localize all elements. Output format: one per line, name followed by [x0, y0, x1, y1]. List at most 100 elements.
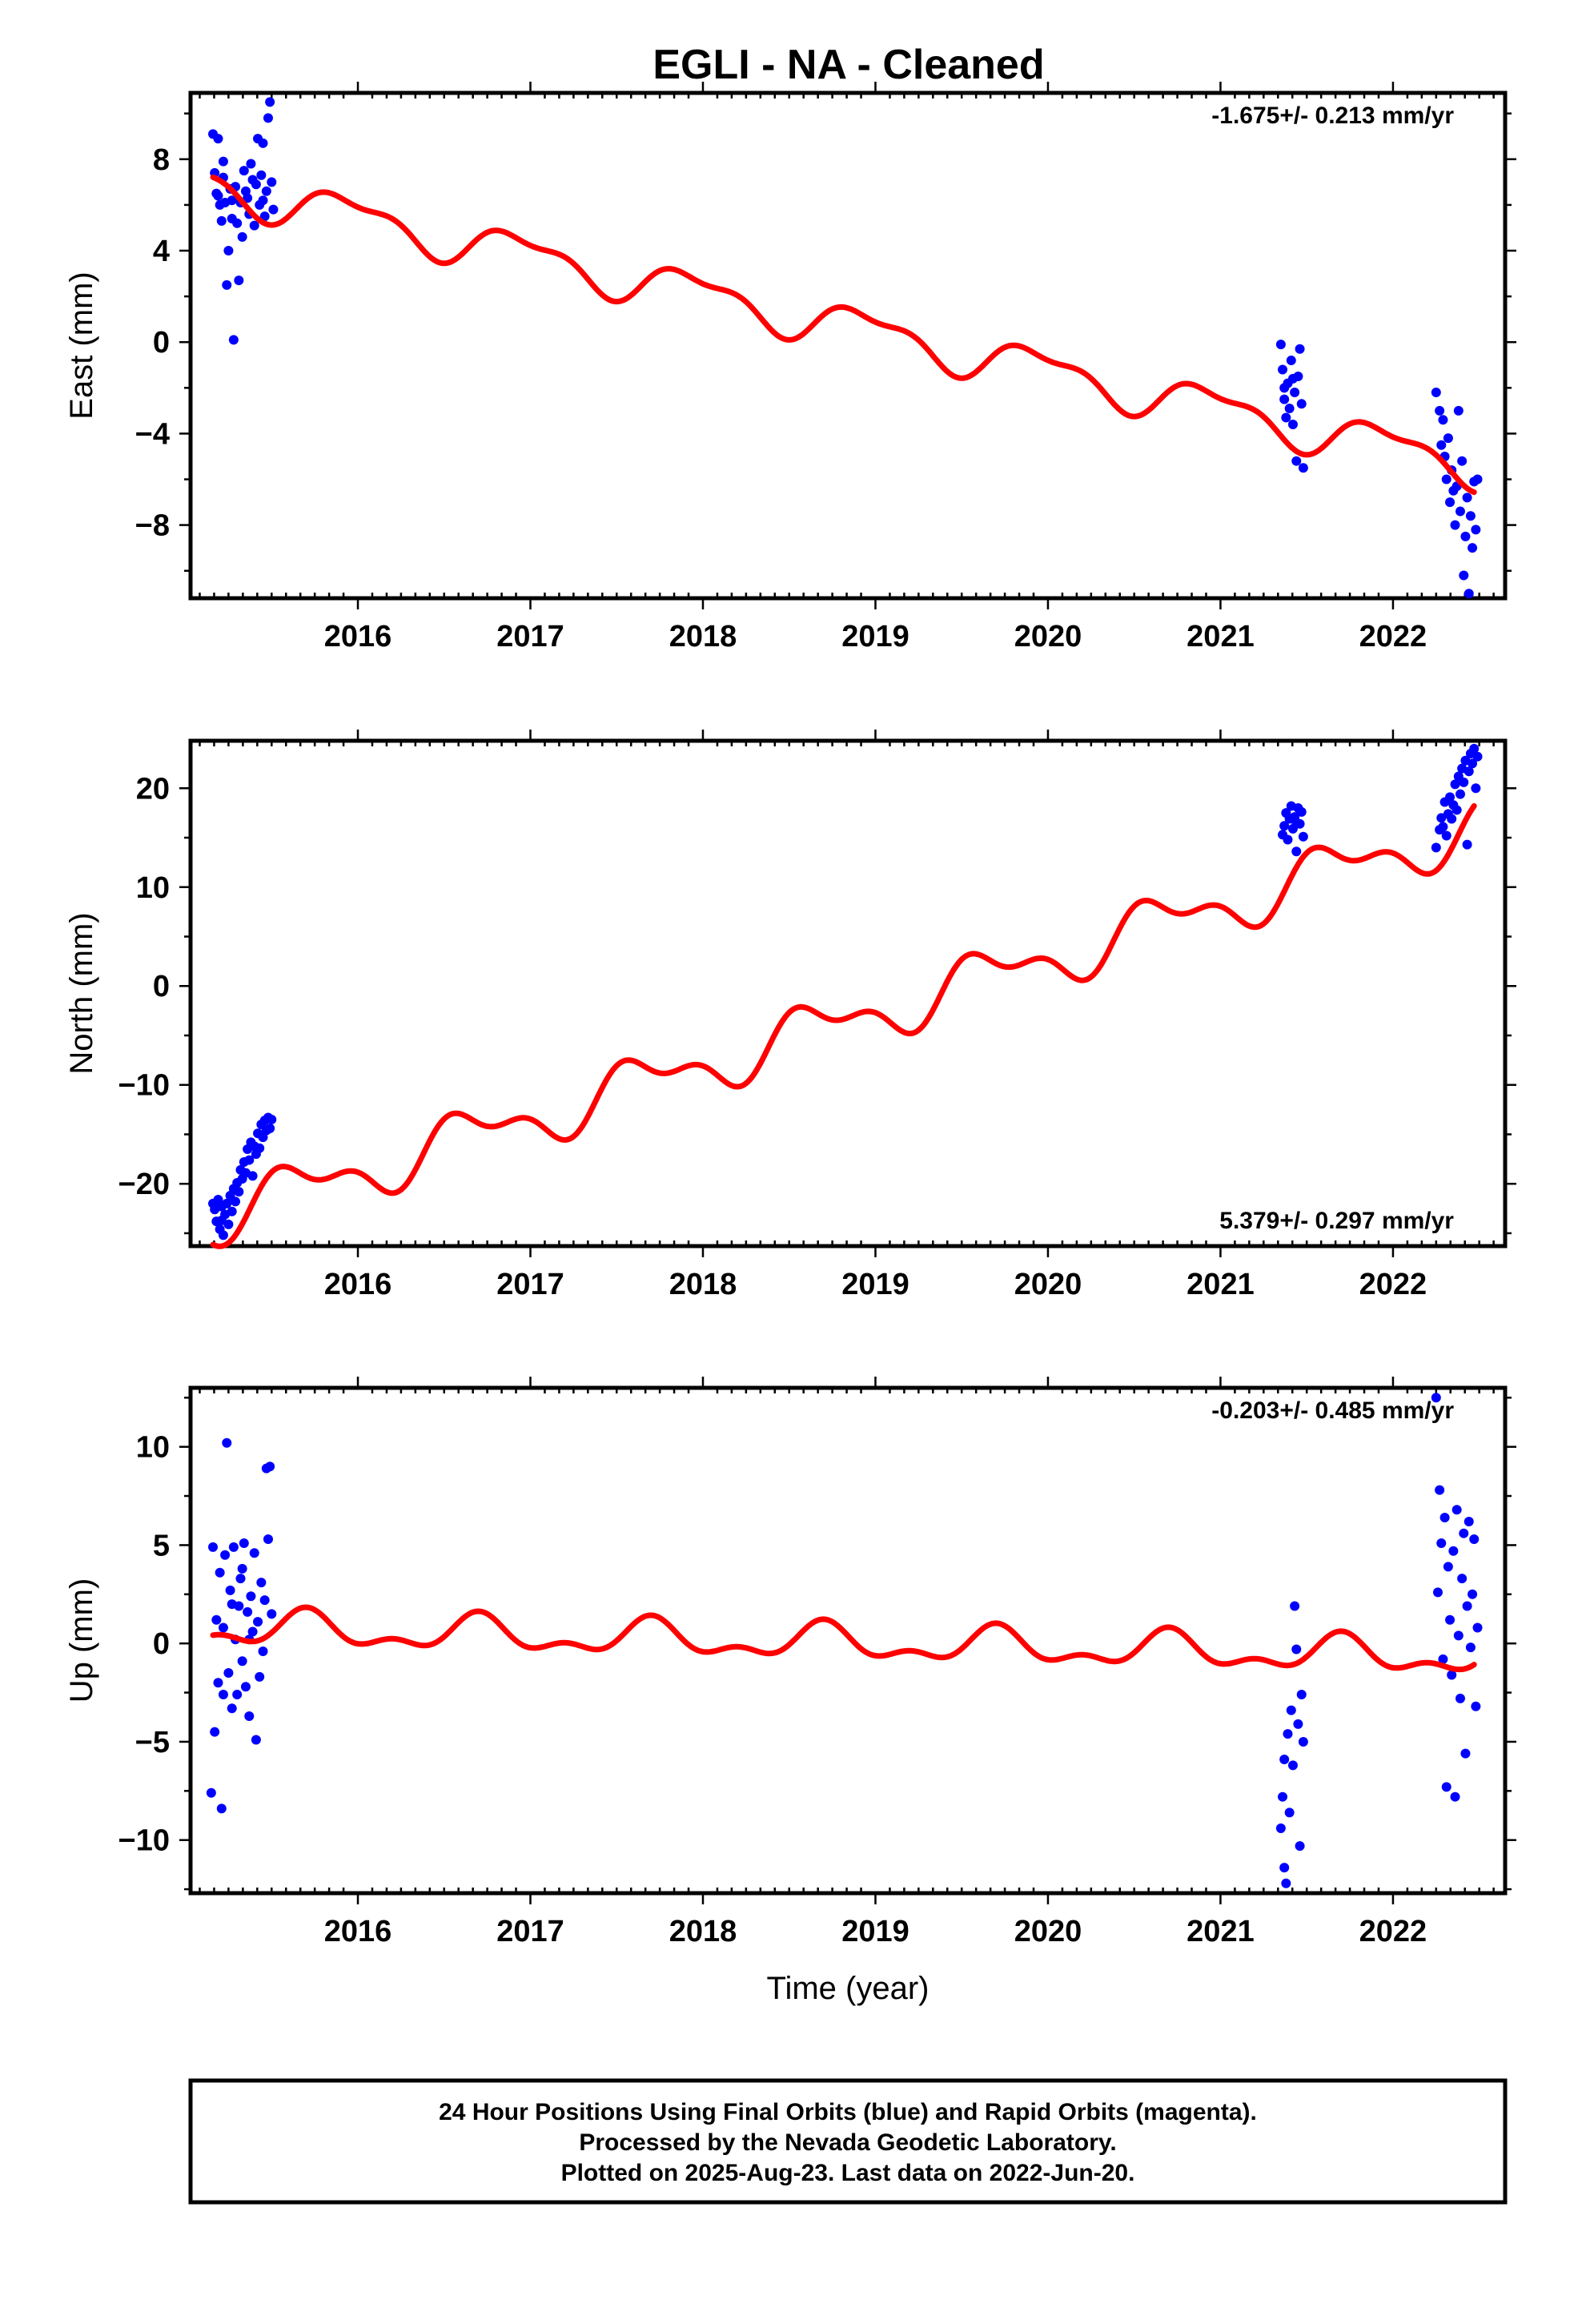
- north-x-tick-label: 2018: [669, 1268, 737, 1301]
- up-data-point: [237, 1656, 247, 1667]
- east-data-point: [1438, 415, 1448, 425]
- up-data-point: [1435, 1485, 1445, 1495]
- up-y-tick-label: 10: [136, 1431, 170, 1465]
- north-data-point: [227, 1206, 237, 1216]
- east-data-point: [223, 246, 234, 256]
- east-y-tick-label: −8: [135, 509, 170, 543]
- east-data-point: [216, 215, 227, 226]
- east-data-point: [1472, 474, 1483, 485]
- east-data-point: [1460, 531, 1471, 541]
- up-rate-label: -0.203+/- 0.485 mm/yr: [1211, 1397, 1454, 1424]
- east-data-point: [1284, 404, 1295, 414]
- up-data-point: [243, 1606, 253, 1617]
- east-data-point: [1296, 399, 1307, 409]
- east-data-point: [228, 335, 239, 345]
- north-x-tick-label: 2017: [496, 1268, 564, 1301]
- up-data-point: [263, 1534, 273, 1545]
- up-data-point: [265, 1462, 275, 1472]
- north-data-point: [1438, 822, 1448, 832]
- figure-title: EGLI - NA - Cleaned: [652, 42, 1044, 88]
- up-data-point: [249, 1548, 259, 1558]
- up-data-point: [251, 1735, 261, 1745]
- up-data-point: [225, 1585, 235, 1595]
- up-data-point: [1439, 1513, 1450, 1523]
- up-data-point: [1443, 1562, 1453, 1572]
- east-panel: 2016 2017 2018 2019 2020 2021 2022 8 4 0 −4 −8 East …: [64, 82, 1516, 653]
- up-data-point: [253, 1617, 263, 1627]
- up-data-point: [227, 1599, 237, 1610]
- north-data-point: [1452, 805, 1462, 815]
- east-data-point: [1275, 340, 1286, 350]
- east-data-point: [1465, 511, 1476, 521]
- east-data-point: [1453, 405, 1464, 416]
- up-data-point: [1455, 1693, 1465, 1703]
- up-data-point: [1438, 1654, 1448, 1664]
- up-data-point: [1447, 1670, 1457, 1680]
- up-data-point: [1472, 1622, 1483, 1633]
- north-data-point: [1464, 766, 1474, 777]
- up-y-tick-label: 5: [153, 1529, 170, 1562]
- east-data-point: [256, 170, 267, 180]
- up-data-point: [1290, 1601, 1300, 1611]
- up-data-point: [1295, 1841, 1305, 1852]
- east-rate-label: -1.675+/- 0.213 mm/yr: [1211, 103, 1454, 129]
- up-data-point: [1445, 1614, 1456, 1625]
- east-data-point: [1279, 383, 1290, 393]
- east-data-point: [1431, 388, 1441, 398]
- north-data-point: [1298, 831, 1308, 842]
- up-data-point: [206, 1787, 216, 1798]
- up-y-tick-label: −10: [118, 1824, 170, 1858]
- east-data-point: [268, 204, 279, 215]
- footer-box: 24 Hour Positions Using Final Orbits (bl…: [188, 2078, 1508, 2205]
- north-data-point: [1283, 834, 1293, 845]
- up-data-point: [1471, 1701, 1481, 1711]
- up-data-point: [216, 1803, 227, 1814]
- up-data-point: [1441, 1782, 1452, 1792]
- north-data-point: [1455, 789, 1465, 799]
- up-data-point: [1452, 1505, 1462, 1515]
- up-data-point: [1450, 1791, 1460, 1802]
- north-data-point: [265, 1124, 275, 1134]
- east-data-point: [1286, 356, 1296, 366]
- east-data-point: [1281, 412, 1291, 423]
- up-data-point: [1465, 1642, 1476, 1653]
- north-x-tick-label: 2016: [324, 1268, 392, 1301]
- north-data-point: [244, 1155, 255, 1165]
- east-data-point: [258, 138, 268, 148]
- up-data-point: [223, 1668, 234, 1679]
- up-data-point: [227, 1703, 237, 1714]
- east-data-point: [1468, 543, 1478, 553]
- up-data-point: [1283, 1729, 1293, 1739]
- up-data-point: [1291, 1644, 1302, 1655]
- footer-line-1: 24 Hour Positions Using Final Orbits (bl…: [439, 2099, 1257, 2125]
- east-y-axis-label: East (mm): [64, 271, 99, 419]
- north-data-point: [267, 1114, 277, 1124]
- north-data-point: [1291, 846, 1302, 857]
- north-rate-label: 5.379+/- 0.297 mm/yr: [1219, 1208, 1454, 1234]
- up-data-point: [220, 1550, 231, 1560]
- east-data-point: [1445, 497, 1456, 508]
- up-y-axis-label: Up (mm): [64, 1578, 99, 1703]
- up-data-point: [208, 1542, 219, 1552]
- up-data-point: [1432, 1587, 1443, 1598]
- up-data-point: [1436, 1538, 1447, 1548]
- up-data-point: [239, 1538, 249, 1548]
- east-data-point: [240, 186, 251, 196]
- east-data-point: [213, 191, 223, 201]
- north-data-point: [1459, 777, 1469, 787]
- east-x-tick-label: 2020: [1014, 620, 1082, 653]
- east-data-point: [1298, 463, 1308, 473]
- east-x-tick-label: 2017: [496, 620, 564, 653]
- east-data-point: [247, 175, 258, 185]
- east-data-point: [246, 159, 256, 169]
- up-data-point: [1284, 1807, 1295, 1818]
- up-data-point: [247, 1626, 258, 1637]
- east-data-point: [1295, 344, 1305, 354]
- east-fit-line: [210, 174, 1477, 496]
- east-y-tick-label: 0: [153, 326, 170, 360]
- east-data-point: [218, 156, 228, 167]
- north-data-point: [1447, 814, 1457, 824]
- up-data-point: [1431, 1393, 1441, 1403]
- up-data-point: [213, 1678, 223, 1688]
